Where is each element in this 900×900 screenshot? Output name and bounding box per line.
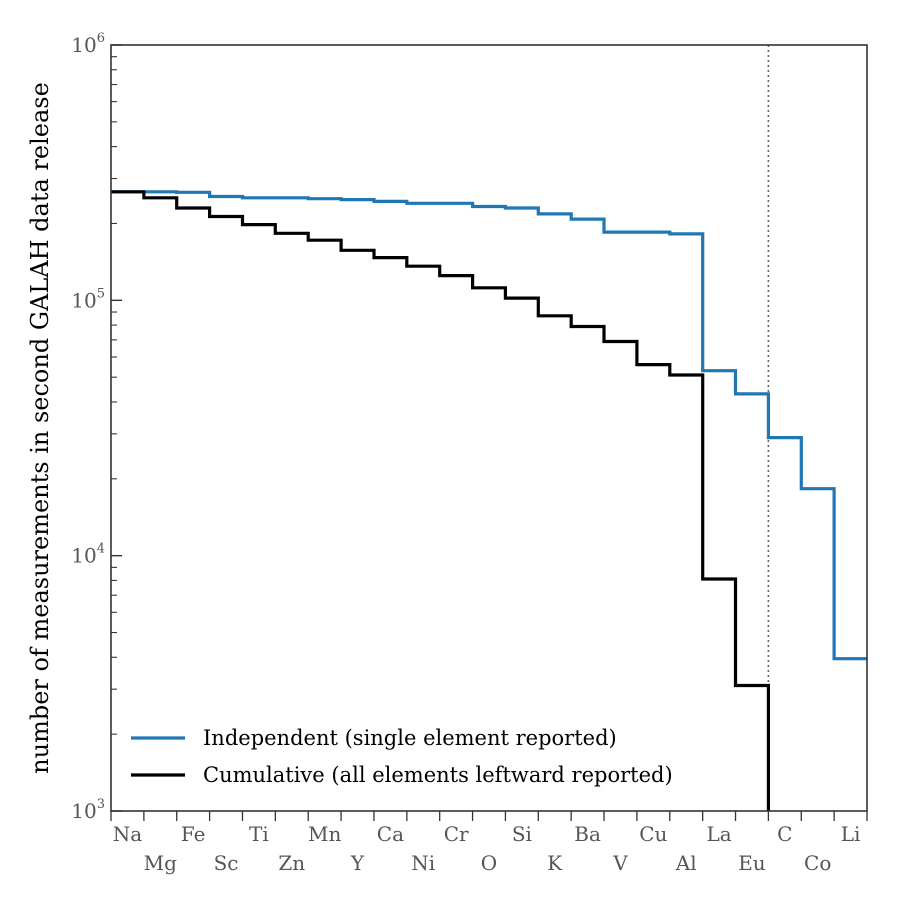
legend: Independent (single element reported) Cum…: [131, 726, 673, 787]
plot-frame: [110, 44, 868, 812]
x-tick-label-ni: Ni: [411, 851, 435, 875]
plot-area: [111, 45, 867, 811]
x-tick-label-k: K: [547, 851, 563, 875]
x-tick-label-ti: Ti: [249, 822, 269, 846]
x-tick-label-o: O: [481, 851, 497, 875]
x-tick-label-ba: Ba: [574, 822, 601, 846]
x-tick-label-si: Si: [512, 822, 532, 846]
x-tick-label-cr: Cr: [444, 822, 469, 846]
x-tick-label-cu: Cu: [639, 822, 667, 846]
y-tick-label: 104: [71, 542, 105, 568]
x-tick-label-al: Al: [675, 851, 697, 875]
legend-label-1: Cumulative (all elements leftward report…: [203, 763, 673, 787]
y-tick-label: 103: [71, 797, 105, 823]
series-line-1: [111, 190, 770, 811]
x-tick-label-li: Li: [841, 822, 861, 846]
x-tick-label-sc: Sc: [214, 851, 239, 875]
x-tick-label-eu: Eu: [738, 851, 766, 875]
x-tick-label-la: La: [706, 822, 731, 846]
x-tick-label-c: C: [777, 822, 792, 846]
y-tick-label: 105: [71, 286, 105, 312]
x-tick-label-mn: Mn: [308, 822, 341, 846]
x-tick-label-na: Na: [113, 822, 143, 846]
x-tick-label-y: Y: [350, 851, 365, 875]
x-tick-label-mg: Mg: [144, 851, 177, 875]
x-tick-label-co: Co: [804, 851, 831, 875]
x-tick-label-ca: Ca: [377, 822, 404, 846]
x-tick-label-fe: Fe: [181, 822, 206, 846]
x-tick-label-v: V: [612, 851, 628, 875]
y-axis-label: number of measurements in second GALAH d…: [26, 82, 54, 774]
y-tick-label: 106: [71, 31, 105, 57]
x-tick-label-zn: Zn: [278, 851, 305, 875]
legend-label-0: Independent (single element reported): [203, 726, 617, 750]
series-line-0: [111, 190, 867, 661]
